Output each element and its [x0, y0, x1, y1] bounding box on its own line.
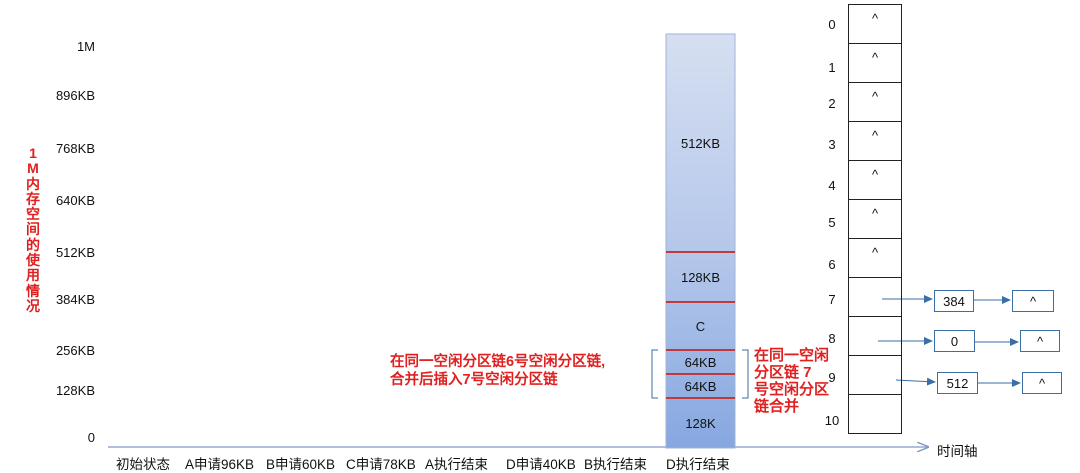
- block-divider: [666, 251, 735, 253]
- free-list-cell: [848, 394, 902, 434]
- block-divider: [666, 349, 735, 351]
- chain-8-end: ^: [1020, 330, 1060, 352]
- block-128kb: 128KB: [680, 269, 721, 285]
- free-list-index: 5: [828, 215, 836, 230]
- block-divider: [666, 397, 735, 399]
- free-list-index: 3: [828, 137, 836, 152]
- free-list-cell: ^: [848, 43, 902, 83]
- y-tick-384kb: 384KB: [55, 292, 95, 307]
- x-step-label: A执行结束: [425, 457, 489, 472]
- memory-column: [665, 33, 736, 449]
- x-step-label: 初始状态: [116, 457, 170, 472]
- y-tick-0: 0: [87, 430, 95, 445]
- free-list-cell: [848, 277, 902, 317]
- y-tick-768kb: 768KB: [55, 141, 95, 156]
- y-tick-256kb: 256KB: [55, 343, 95, 358]
- left-note-line2: 合并后插入7号空闲分区链: [390, 372, 558, 388]
- free-list-index: 4: [828, 178, 836, 193]
- left-bracket: [651, 349, 658, 399]
- block-divider: [666, 373, 735, 375]
- free-list-index: 8: [828, 331, 836, 346]
- free-list-index: 9: [828, 370, 836, 385]
- free-list-cell: [848, 355, 902, 395]
- y-tick-640kb: 640KB: [55, 193, 95, 208]
- free-list-index: 2: [828, 96, 836, 111]
- x-axis-title: 时间轴: [937, 444, 978, 459]
- block-64kb-lower: 64KB: [684, 378, 717, 394]
- free-list-cell: [848, 316, 902, 356]
- free-list-index: 6: [828, 257, 836, 272]
- right-bracket: [742, 349, 749, 399]
- free-list-index: 1: [828, 60, 836, 75]
- block-64kb-upper: 64KB: [684, 354, 717, 370]
- y-tick-1m: 1M: [76, 39, 95, 54]
- arrow-9-node: [895, 377, 936, 386]
- free-list-cell: ^: [848, 238, 902, 278]
- free-list-cell: ^: [848, 4, 902, 44]
- y-tick-896kb: 896KB: [55, 88, 95, 103]
- chain-9-end: ^: [1022, 372, 1062, 394]
- chain-9-node: 512: [937, 372, 978, 394]
- chain-7-node: 384: [934, 290, 974, 312]
- chain-8-node: 0: [934, 330, 975, 352]
- x-step-label: A申请96KB: [185, 457, 255, 472]
- y-axis-title: 1M内存空间的使用情况: [26, 145, 40, 314]
- free-list-index: 7: [828, 292, 836, 307]
- left-note-line1: 在同一空闲分区链6号空闲分区链,: [390, 354, 606, 370]
- chain-7-end: ^: [1012, 290, 1054, 312]
- block-divider: [666, 301, 735, 303]
- x-step-label: D执行结束: [666, 457, 730, 472]
- y-tick-128kb: 128KB: [55, 383, 95, 398]
- block-512kb: 512KB: [680, 135, 721, 151]
- block-128k: 128K: [685, 415, 716, 431]
- y-tick-512kb: 512KB: [55, 245, 95, 260]
- x-step-label: D申请40KB: [506, 457, 576, 472]
- free-list-cell: ^: [848, 121, 902, 161]
- right-note: 在同一空闲分区链 7 号空闲分区链合并: [754, 347, 830, 415]
- free-list-cell: ^: [848, 199, 902, 239]
- x-step-label: B申请60KB: [266, 457, 336, 472]
- free-list-index: 10: [824, 413, 840, 428]
- free-list-cell: ^: [848, 160, 902, 200]
- free-list-index: 0: [828, 17, 836, 32]
- x-step-label: B执行结束: [584, 457, 648, 472]
- block-c: C: [695, 318, 706, 334]
- x-step-label: C申请78KB: [346, 457, 416, 472]
- free-list-cell: ^: [848, 82, 902, 122]
